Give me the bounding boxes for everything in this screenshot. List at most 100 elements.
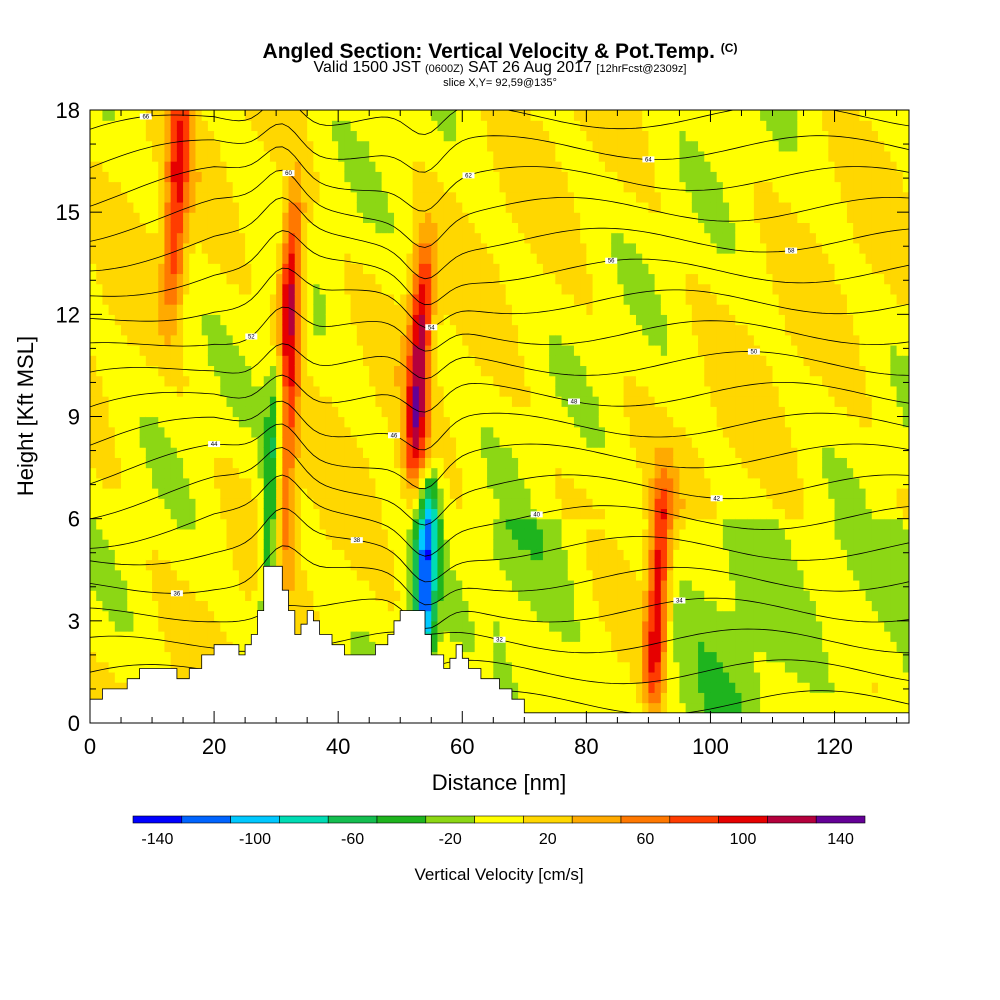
field-cell (487, 467, 494, 479)
field-cell (480, 467, 488, 479)
field-cell (183, 447, 190, 458)
field-cell (431, 559, 439, 571)
field-cell (499, 344, 507, 356)
field-cell (480, 651, 488, 663)
field-cell (220, 150, 228, 162)
field-cell (294, 579, 302, 591)
field-cell (276, 293, 283, 305)
field-cell (176, 222, 184, 234)
field-cell (592, 579, 600, 591)
field-cell (90, 232, 97, 244)
field-cell (294, 130, 302, 142)
field-cell (282, 283, 290, 295)
field-cell (437, 293, 445, 305)
field-cell (387, 273, 395, 285)
field-cell (487, 590, 494, 601)
field-cell (238, 191, 246, 203)
field-cell (406, 600, 414, 612)
field-cell (350, 171, 358, 183)
field-cell (511, 212, 519, 223)
field-cell (456, 385, 463, 397)
field-cell (282, 355, 290, 367)
field-cell (189, 242, 197, 254)
field-cell (511, 324, 519, 336)
field-cell (431, 212, 439, 223)
field-cell (114, 488, 122, 499)
field-cell (307, 518, 314, 530)
field-cell (325, 232, 333, 244)
field-cell (313, 518, 321, 530)
field-cell (313, 110, 321, 121)
field-cell (232, 222, 240, 234)
field-cell (530, 447, 538, 458)
field-cell (363, 324, 370, 336)
field-cell (176, 334, 184, 346)
field-cell (201, 191, 209, 203)
field-cell (164, 436, 172, 448)
field-cell (468, 406, 476, 418)
field-cell (90, 130, 97, 142)
field-cell (400, 201, 408, 213)
field-cell (201, 110, 209, 121)
field-cell (474, 293, 482, 305)
field-cell (238, 253, 246, 264)
field-cell (567, 130, 575, 142)
field-cell (90, 528, 97, 540)
field-cell (238, 385, 246, 397)
field-cell (449, 590, 457, 601)
field-cell (232, 355, 240, 367)
field-cell (145, 396, 153, 407)
field-cell (313, 242, 321, 254)
field-cell (449, 150, 457, 162)
field-cell (499, 467, 507, 479)
field-cell (456, 150, 463, 162)
field-cell (226, 528, 234, 540)
field-cell (542, 477, 550, 489)
field-cell (555, 682, 563, 693)
field-cell (387, 508, 395, 520)
field-cell (363, 263, 370, 275)
field-cell (480, 396, 488, 407)
field-cell (468, 150, 476, 162)
field-cell (90, 171, 97, 183)
field-cell (542, 600, 550, 612)
field-cell (369, 620, 376, 632)
field-cell (356, 293, 364, 305)
field-cell (418, 140, 426, 152)
field-cell (164, 559, 172, 571)
field-cell (331, 263, 339, 275)
field-cell (381, 610, 389, 622)
field-cell (412, 385, 420, 397)
field-cell (108, 222, 116, 234)
field-cell (518, 467, 525, 479)
field-cell (573, 212, 581, 223)
field-cell (493, 181, 501, 193)
field-cell (176, 375, 184, 387)
field-cell (493, 293, 501, 305)
field-cell (176, 620, 184, 632)
field-cell (412, 477, 420, 489)
field-cell (542, 140, 550, 152)
field-cell (207, 488, 215, 499)
field-cell (443, 232, 451, 244)
field-cell (170, 620, 178, 632)
field-cell (263, 344, 271, 356)
field-cell (524, 212, 532, 223)
field-cell (294, 344, 302, 356)
field-cell (232, 590, 240, 601)
field-cell (511, 406, 519, 418)
field-cell (604, 641, 612, 653)
field-cell (474, 253, 482, 264)
field-cell (493, 416, 501, 428)
field-cell (443, 344, 451, 356)
field-cell (164, 181, 172, 193)
field-cell (549, 508, 556, 520)
field-cell (288, 222, 296, 234)
field-cell (269, 130, 277, 142)
field-cell (176, 457, 184, 469)
field-cell (170, 518, 178, 530)
field-cell (288, 416, 296, 428)
field-cell (400, 447, 408, 458)
field-cell (300, 610, 308, 622)
field-cell (369, 324, 376, 336)
